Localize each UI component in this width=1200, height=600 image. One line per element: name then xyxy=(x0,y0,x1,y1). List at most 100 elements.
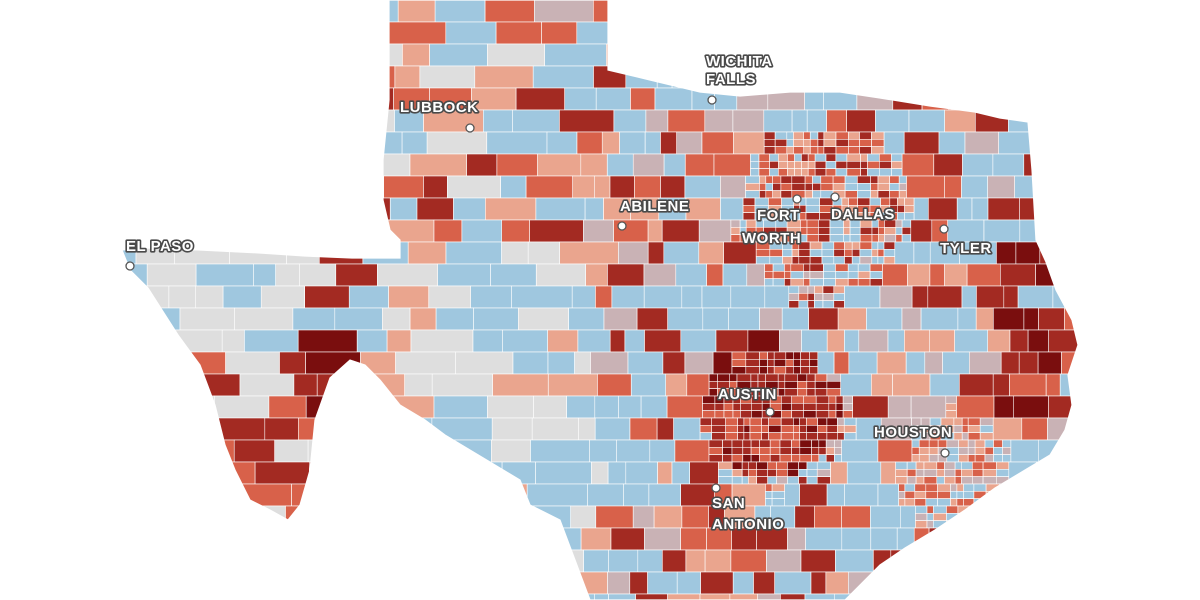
region-cell xyxy=(386,329,412,353)
region-cell xyxy=(827,65,859,89)
region-cell xyxy=(821,249,835,257)
region-cell xyxy=(416,461,472,485)
region-cell xyxy=(859,234,873,243)
city-austin: AUSTIN xyxy=(716,384,778,417)
region-cell xyxy=(525,175,573,199)
region-cell xyxy=(754,197,769,206)
region-cell xyxy=(882,263,908,287)
region-cell xyxy=(1094,484,1125,506)
region-cell xyxy=(676,571,701,595)
region-cell xyxy=(1032,593,1051,600)
region-cell xyxy=(763,109,793,133)
region-cell xyxy=(769,249,783,257)
region-cell xyxy=(1014,505,1037,529)
region-cell xyxy=(848,197,858,206)
region-cell xyxy=(971,505,979,514)
region-cell xyxy=(728,373,738,382)
region-cell xyxy=(904,197,915,206)
region-cell xyxy=(666,395,703,419)
region-cell xyxy=(711,424,727,433)
region-cell xyxy=(806,380,816,389)
region-cell xyxy=(776,468,788,477)
region-cell xyxy=(386,395,435,419)
region-cell xyxy=(1045,373,1061,397)
region-cell xyxy=(818,454,827,463)
region-cell xyxy=(928,439,939,448)
region-cell xyxy=(747,329,780,353)
region-cell xyxy=(828,410,837,419)
region-cell xyxy=(848,146,860,155)
region-cell xyxy=(929,373,960,397)
region-cell xyxy=(1002,454,1012,463)
region-cell xyxy=(946,505,959,514)
region-cell xyxy=(646,0,677,23)
region-cell xyxy=(867,161,880,169)
region-cell xyxy=(823,270,836,279)
city-dot-wichita-falls xyxy=(707,95,717,105)
region-cell xyxy=(222,285,262,309)
city-label-lubbock: LUBBOCK xyxy=(400,99,479,116)
region-cell xyxy=(122,43,153,67)
region-cell xyxy=(702,402,716,411)
region-cell xyxy=(730,549,767,573)
region-cell xyxy=(832,183,846,191)
region-cell xyxy=(680,527,707,551)
region-cell xyxy=(768,0,787,23)
region-cell xyxy=(407,241,447,265)
region-cell xyxy=(769,454,781,463)
region-cell xyxy=(756,476,769,485)
region-cell xyxy=(1010,549,1047,573)
region-cell xyxy=(671,65,689,89)
region-cell xyxy=(826,483,845,507)
region-cell xyxy=(877,183,890,191)
region-cell xyxy=(380,593,423,600)
region-cell xyxy=(878,0,895,23)
region-cell xyxy=(915,461,925,470)
region-cell xyxy=(654,87,693,111)
region-cell xyxy=(847,263,859,272)
region-cell xyxy=(733,131,765,155)
region-cell xyxy=(701,131,734,155)
region-cell xyxy=(697,21,728,45)
region-cell xyxy=(746,263,765,287)
region-cell xyxy=(730,285,766,309)
region-cell xyxy=(818,234,831,243)
region-cell xyxy=(708,446,723,455)
region-cell xyxy=(1017,285,1054,309)
region-cell xyxy=(1043,43,1070,67)
region-cell xyxy=(122,65,145,89)
region-cell xyxy=(997,527,1029,551)
region-cell xyxy=(699,593,731,600)
region-cell xyxy=(926,520,934,529)
region-cell xyxy=(501,461,536,485)
region-cell xyxy=(817,139,825,147)
region-cell xyxy=(136,439,169,463)
region-cell xyxy=(809,256,823,265)
region-cell xyxy=(826,388,842,397)
region-cell xyxy=(410,329,474,353)
region-cell xyxy=(293,373,318,397)
region-cell xyxy=(718,461,733,470)
city-dot-dallas xyxy=(830,192,840,202)
region-cell xyxy=(609,329,626,353)
region-cell xyxy=(701,285,732,309)
region-cell xyxy=(776,461,788,470)
region-cell xyxy=(702,410,716,419)
region-cell xyxy=(532,65,594,89)
region-cell xyxy=(274,439,309,463)
region-cell xyxy=(214,461,256,485)
region-cell xyxy=(455,351,514,375)
region-cell xyxy=(829,227,844,235)
region-cell xyxy=(759,307,783,331)
region-cell xyxy=(765,183,773,191)
region-cell xyxy=(777,168,788,177)
region-cell xyxy=(821,241,835,250)
region-cell xyxy=(718,468,733,477)
region-cell xyxy=(1003,285,1019,309)
region-cell xyxy=(833,292,845,301)
region-cell xyxy=(768,197,782,206)
region-cell xyxy=(1086,330,1115,352)
region-cell xyxy=(895,468,908,477)
region-cell xyxy=(788,285,800,294)
region-cell xyxy=(708,388,718,397)
